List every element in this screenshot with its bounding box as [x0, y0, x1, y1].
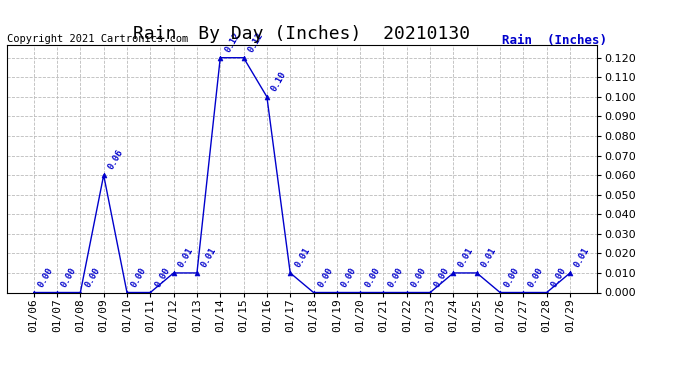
Text: 0.00: 0.00	[363, 266, 382, 289]
Text: 0.00: 0.00	[549, 266, 568, 289]
Text: 0.00: 0.00	[503, 266, 522, 289]
Text: 0.01: 0.01	[480, 246, 498, 269]
Text: 0.00: 0.00	[433, 266, 451, 289]
Text: 0.00: 0.00	[410, 266, 428, 289]
Text: 0.00: 0.00	[316, 266, 335, 289]
Text: 0.00: 0.00	[60, 266, 79, 289]
Text: 0.00: 0.00	[526, 266, 544, 289]
Text: 0.00: 0.00	[37, 266, 55, 289]
Text: 0.12: 0.12	[223, 31, 241, 54]
Text: 0.00: 0.00	[83, 266, 101, 289]
Text: 0.01: 0.01	[456, 246, 475, 269]
Text: Copyright 2021 Cartronics.com: Copyright 2021 Cartronics.com	[7, 34, 188, 44]
Text: 0.00: 0.00	[130, 266, 148, 289]
Text: Rain  (Inches): Rain (Inches)	[502, 34, 607, 47]
Text: 0.01: 0.01	[199, 246, 218, 269]
Text: 0.10: 0.10	[270, 70, 288, 93]
Text: 0.00: 0.00	[339, 266, 358, 289]
Text: 0.01: 0.01	[293, 246, 312, 269]
Text: 0.12: 0.12	[246, 31, 265, 54]
Text: 0.00: 0.00	[153, 266, 172, 289]
Text: 0.01: 0.01	[177, 246, 195, 269]
Title: Rain  By Day (Inches)  20210130: Rain By Day (Inches) 20210130	[133, 26, 471, 44]
Text: 0.01: 0.01	[573, 246, 591, 269]
Text: 0.06: 0.06	[106, 148, 125, 171]
Text: 0.00: 0.00	[386, 266, 405, 289]
